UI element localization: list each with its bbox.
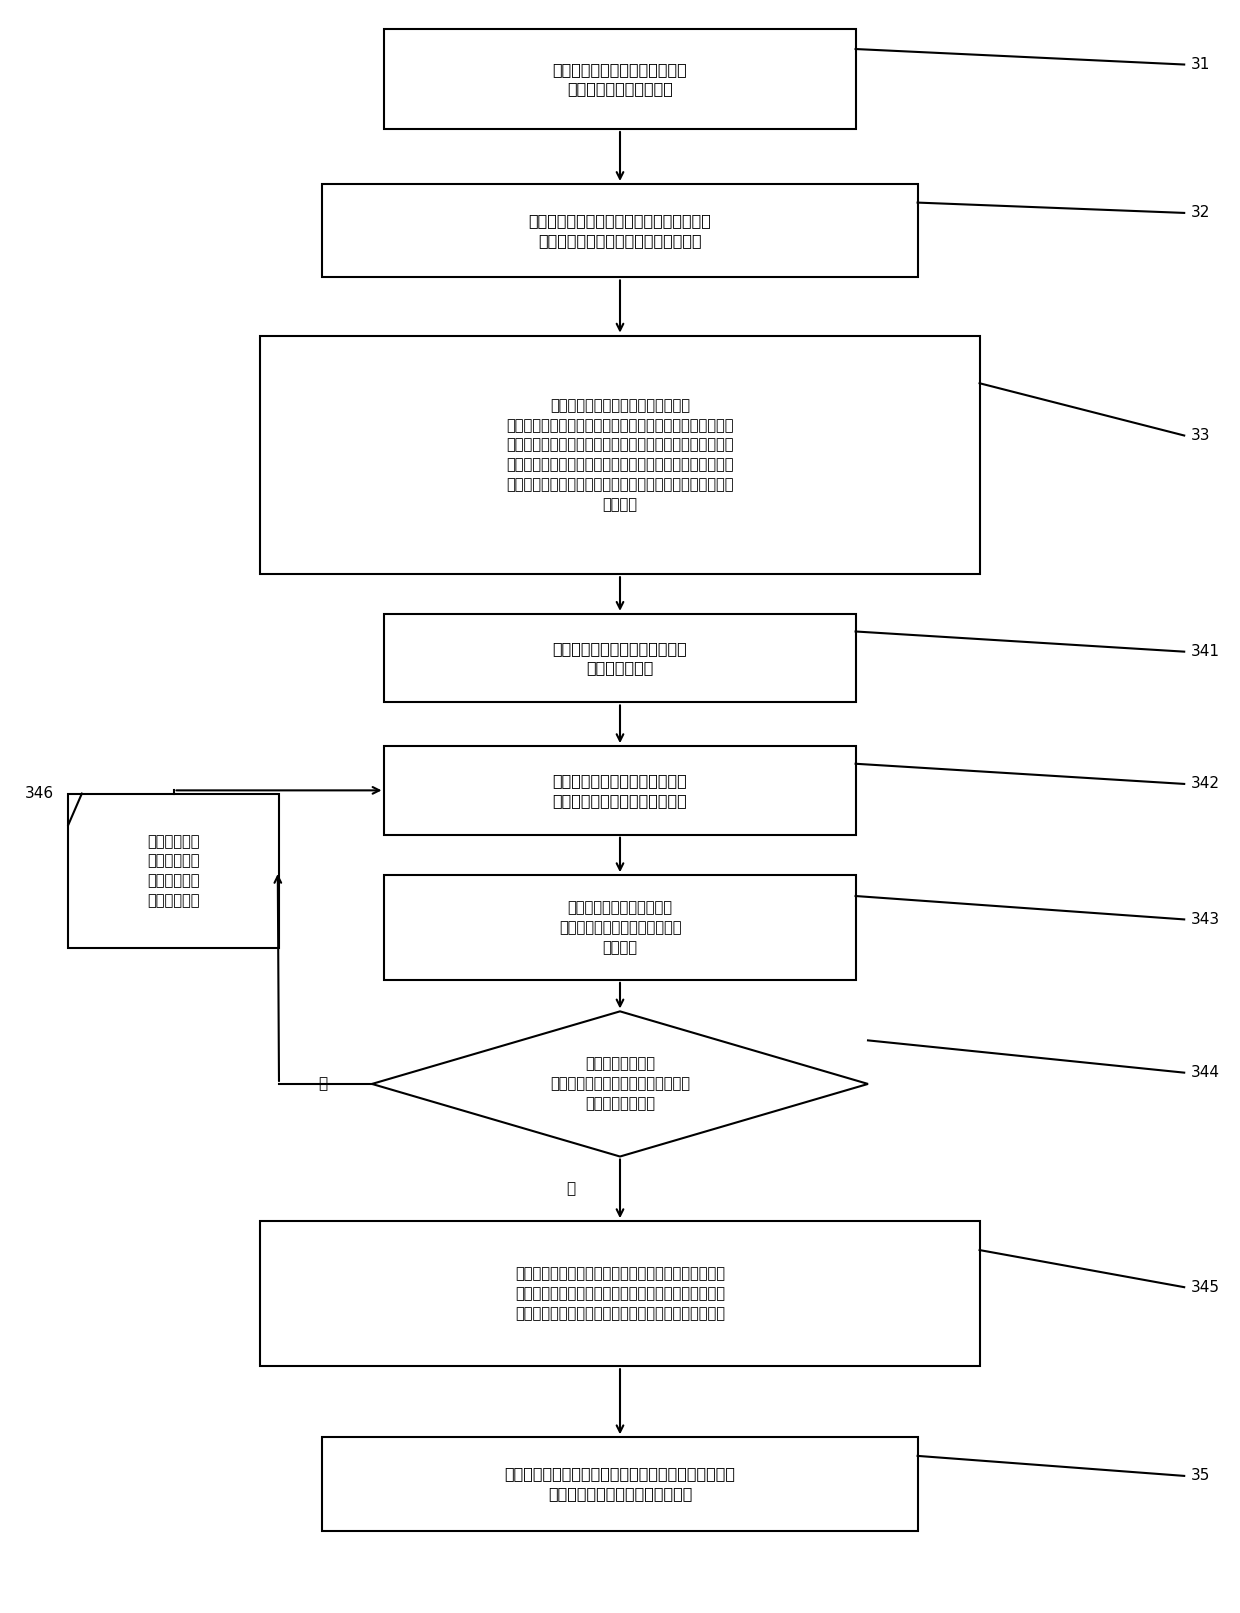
Text: 从所需牌堆的所有扑克牌值中随
机抽样一个或多个扑克牌逻辑值: 从所需牌堆的所有扑克牌值中随 机抽样一个或多个扑克牌逻辑值	[553, 773, 687, 808]
Text: 343: 343	[1190, 911, 1219, 927]
FancyBboxPatch shape	[68, 794, 279, 947]
Text: 342: 342	[1190, 776, 1219, 792]
Text: 依据随机抽样的一个或多个
扑克牌逻辑值查找所述二维动态
数据结构: 依据随机抽样的一个或多个 扑克牌逻辑值查找所述二维动态 数据结构	[559, 900, 681, 955]
Text: 32: 32	[1190, 205, 1210, 221]
FancyBboxPatch shape	[260, 1221, 980, 1366]
FancyBboxPatch shape	[384, 615, 856, 703]
Text: 是: 是	[317, 1076, 327, 1092]
FancyBboxPatch shape	[384, 29, 856, 129]
Text: 判断所述二维动态
数据结构中所述扑克牌逻辑值对应的
花色信息是否为空: 判断所述二维动态 数据结构中所述扑克牌逻辑值对应的 花色信息是否为空	[551, 1057, 689, 1111]
FancyBboxPatch shape	[384, 745, 856, 836]
FancyBboxPatch shape	[322, 184, 918, 277]
Text: 31: 31	[1190, 56, 1210, 73]
FancyBboxPatch shape	[260, 336, 980, 574]
Text: 341: 341	[1190, 644, 1219, 660]
Text: 取所述扑克牌逻辑值对应链表结构中的最后一种花色或
者第一种花色，确定为目标花色，同时从所述二维链表
结构中删除该目标花色与相应扑克牌逻辑值的关联节点: 取所述扑克牌逻辑值对应链表结构中的最后一种花色或 者第一种花色，确定为目标花色，…	[515, 1266, 725, 1321]
Text: 35: 35	[1190, 1468, 1210, 1484]
FancyBboxPatch shape	[384, 874, 856, 981]
Text: 根据所述牌型抽样请求调用预先建立
的牌型配置库中的一牌型配置表，所述牌型配置库用于记录
至少一种扑克牌游戏中各种牌型与概率区间之间属性关联的
牌型配置表，利用随: 根据所述牌型抽样请求调用预先建立 的牌型配置库中的一牌型配置表，所述牌型配置库用…	[506, 398, 734, 511]
Text: 345: 345	[1190, 1279, 1219, 1295]
Text: 读取所述存储空间，将所述牌序数组结构输出，用以形
成对应于所述目标牌型的牌序数据: 读取所述存储空间，将所述牌序数组结构输出，用以形 成对应于所述目标牌型的牌序数据	[505, 1466, 735, 1502]
Text: 346: 346	[25, 786, 53, 802]
Text: 否: 否	[565, 1181, 575, 1197]
Text: 关联记录扑克牌游戏所需牌堆的扑克牌逻辑
值与花色信息，生成二维动态数据结构: 关联记录扑克牌游戏所需牌堆的扑克牌逻辑 值与花色信息，生成二维动态数据结构	[528, 213, 712, 248]
Polygon shape	[372, 1011, 868, 1157]
Text: 33: 33	[1190, 427, 1210, 444]
Text: 344: 344	[1190, 1065, 1219, 1081]
Text: 根据所述目标牌型构建用于记录
牌序的存储空间: 根据所述目标牌型构建用于记录 牌序的存储空间	[553, 640, 687, 676]
Text: 接收含有牌型种类信息的指定牌
型请求或者牌型抽样请求: 接收含有牌型种类信息的指定牌 型请求或者牌型抽样请求	[553, 61, 687, 97]
FancyBboxPatch shape	[322, 1437, 918, 1531]
Text: 返回牌型生成
失败的信息，
重新确定抽样
扑克牌逻辑值: 返回牌型生成 失败的信息， 重新确定抽样 扑克牌逻辑值	[148, 834, 200, 908]
